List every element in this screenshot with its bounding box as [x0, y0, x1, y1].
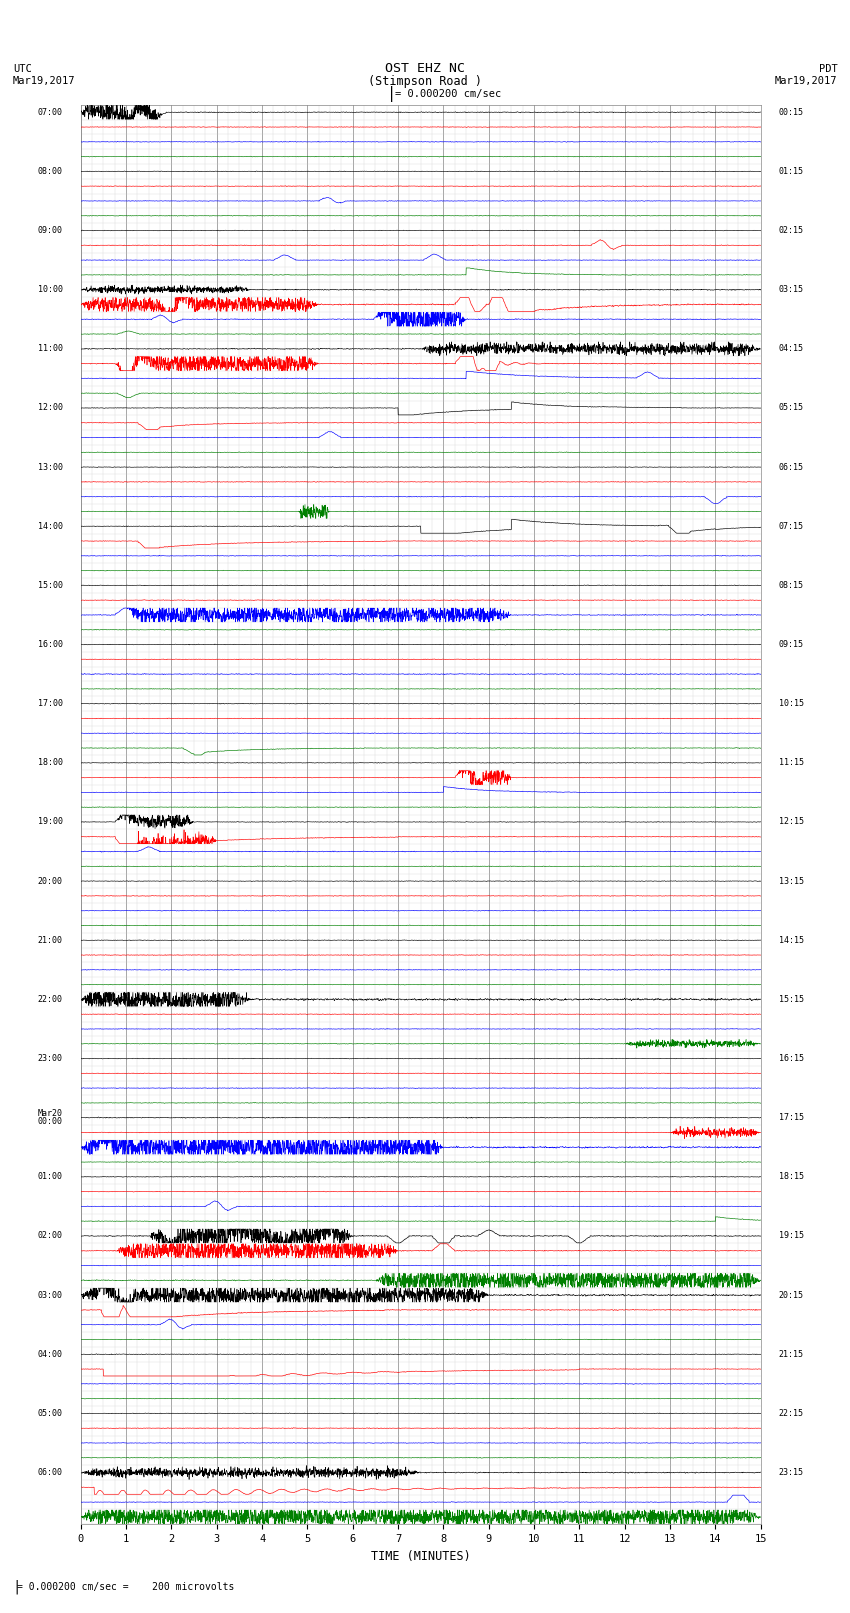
Text: 11:00: 11:00 — [37, 344, 63, 353]
Text: 11:15: 11:15 — [779, 758, 804, 768]
Text: 18:15: 18:15 — [779, 1173, 804, 1181]
Text: Mar19,2017: Mar19,2017 — [13, 76, 76, 87]
Text: 06:15: 06:15 — [779, 463, 804, 471]
Text: 17:00: 17:00 — [37, 698, 63, 708]
Text: 20:15: 20:15 — [779, 1290, 804, 1300]
Text: 00:15: 00:15 — [779, 108, 804, 116]
Text: Mar19,2017: Mar19,2017 — [774, 76, 837, 87]
Text: (Stimpson Road ): (Stimpson Road ) — [368, 74, 482, 89]
Text: 03:15: 03:15 — [779, 286, 804, 294]
Text: = 0.000200 cm/sec: = 0.000200 cm/sec — [395, 89, 501, 100]
Text: 06:00: 06:00 — [37, 1468, 63, 1478]
Text: 01:00: 01:00 — [37, 1173, 63, 1181]
Text: 18:00: 18:00 — [37, 758, 63, 768]
Text: 10:15: 10:15 — [779, 698, 804, 708]
Text: |: | — [387, 87, 396, 102]
Text: 07:00: 07:00 — [37, 108, 63, 116]
X-axis label: TIME (MINUTES): TIME (MINUTES) — [371, 1550, 471, 1563]
Text: |: | — [13, 1581, 21, 1594]
Text: 12:00: 12:00 — [37, 403, 63, 413]
Text: 09:15: 09:15 — [779, 640, 804, 648]
Text: 05:15: 05:15 — [779, 403, 804, 413]
Text: UTC: UTC — [13, 63, 31, 74]
Text: 21:15: 21:15 — [779, 1350, 804, 1358]
Text: 15:15: 15:15 — [779, 995, 804, 1003]
Text: 07:15: 07:15 — [779, 521, 804, 531]
Text: 19:00: 19:00 — [37, 818, 63, 826]
Text: 16:15: 16:15 — [779, 1053, 804, 1063]
Text: 16:00: 16:00 — [37, 640, 63, 648]
Text: OST EHZ NC: OST EHZ NC — [385, 61, 465, 76]
Text: 13:00: 13:00 — [37, 463, 63, 471]
Text: 21:00: 21:00 — [37, 936, 63, 945]
Text: 14:15: 14:15 — [779, 936, 804, 945]
Text: 13:15: 13:15 — [779, 876, 804, 886]
Text: = 0.000200 cm/sec =    200 microvolts: = 0.000200 cm/sec = 200 microvolts — [17, 1582, 235, 1592]
Text: 22:15: 22:15 — [779, 1408, 804, 1418]
Text: 03:00: 03:00 — [37, 1290, 63, 1300]
Text: 17:15: 17:15 — [779, 1113, 804, 1123]
Text: 04:15: 04:15 — [779, 344, 804, 353]
Text: 19:15: 19:15 — [779, 1231, 804, 1240]
Text: 01:15: 01:15 — [779, 166, 804, 176]
Text: 04:00: 04:00 — [37, 1350, 63, 1358]
Text: 15:00: 15:00 — [37, 581, 63, 590]
Text: 02:00: 02:00 — [37, 1231, 63, 1240]
Text: 08:15: 08:15 — [779, 581, 804, 590]
Text: 02:15: 02:15 — [779, 226, 804, 235]
Text: 22:00: 22:00 — [37, 995, 63, 1003]
Text: PDT: PDT — [819, 63, 837, 74]
Text: 20:00: 20:00 — [37, 876, 63, 886]
Text: Mar20
00:00: Mar20 00:00 — [37, 1110, 63, 1126]
Text: 12:15: 12:15 — [779, 818, 804, 826]
Text: 23:00: 23:00 — [37, 1053, 63, 1063]
Text: 05:00: 05:00 — [37, 1408, 63, 1418]
Text: 09:00: 09:00 — [37, 226, 63, 235]
Text: 23:15: 23:15 — [779, 1468, 804, 1478]
Text: 10:00: 10:00 — [37, 286, 63, 294]
Text: 14:00: 14:00 — [37, 521, 63, 531]
Text: 08:00: 08:00 — [37, 166, 63, 176]
